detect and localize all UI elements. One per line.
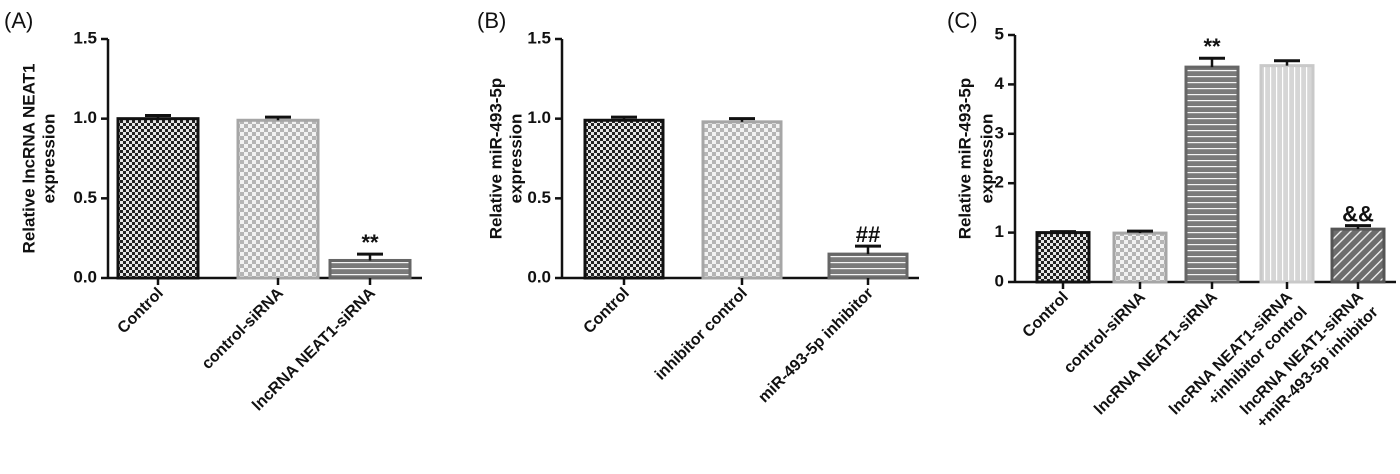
bar <box>583 118 665 280</box>
bar <box>1035 231 1091 284</box>
bar <box>116 117 200 280</box>
x-category-label: Control <box>115 285 167 337</box>
significance-label: && <box>1342 202 1374 227</box>
significance-label: ** <box>1203 34 1221 59</box>
y-axis-label: Relative lncRNA NEAT1 <box>19 64 38 254</box>
bar <box>328 258 412 280</box>
y-tick-label: 0.5 <box>527 188 551 207</box>
y-axis-label: Relative miR-493-5p <box>955 78 974 240</box>
x-category-label: miR-493-5p inhibitor <box>755 285 876 406</box>
y-tick-label: 0 <box>995 271 1004 290</box>
y-axis-label: expression <box>977 114 996 204</box>
bar <box>827 252 909 280</box>
bar <box>1112 231 1168 284</box>
bar <box>701 120 783 280</box>
bar <box>1184 65 1240 284</box>
chart-panel-1: (A) Relative lncRNA NEAT1 expression 0.0 0.5… <box>4 8 422 414</box>
y-tick-label: 4 <box>995 74 1005 93</box>
y-tick-label: 1.0 <box>73 108 97 127</box>
x-category-label: inhibitor control <box>652 285 751 384</box>
y-tick-label: 2 <box>995 173 1004 192</box>
chart-panel-2: (B) Relative miR-493-5p expression 0.0 0.5 1.… <box>477 8 919 406</box>
y-tick-label: 3 <box>995 123 1004 142</box>
bar <box>1259 64 1315 284</box>
bar <box>236 118 320 280</box>
panel-label: (C) <box>947 8 978 33</box>
y-tick-label: 1.5 <box>527 28 551 47</box>
y-axis-label: Relative miR-493-5p <box>486 78 505 240</box>
y-tick-label: 0.0 <box>73 267 97 286</box>
y-axis-label: expression <box>39 114 58 204</box>
significance-label: ## <box>856 222 880 247</box>
y-tick-label: 0.0 <box>527 267 551 286</box>
chart-panel-3: (C) Relative miR-493-5p expression 0 1 2 3 4 5 Co… <box>947 8 1396 432</box>
x-category-label: lncRNA NEAT1-siRNA <box>1091 288 1221 418</box>
x-category-label: Control <box>1020 289 1072 341</box>
y-axis-label: expression <box>506 114 525 204</box>
y-tick-label: 5 <box>995 24 1004 43</box>
y-tick-label: 1.0 <box>527 108 551 127</box>
y-tick-label: 1 <box>995 222 1004 241</box>
y-tick-label: 0.5 <box>73 188 97 207</box>
panel-label: (A) <box>4 8 33 33</box>
bar <box>1330 227 1386 284</box>
y-tick-label: 1.5 <box>73 28 97 47</box>
panel-label: (B) <box>477 8 506 33</box>
x-category-label: control-siRNA <box>199 284 287 372</box>
significance-label: ** <box>361 230 379 255</box>
x-category-label: Control <box>581 285 633 337</box>
